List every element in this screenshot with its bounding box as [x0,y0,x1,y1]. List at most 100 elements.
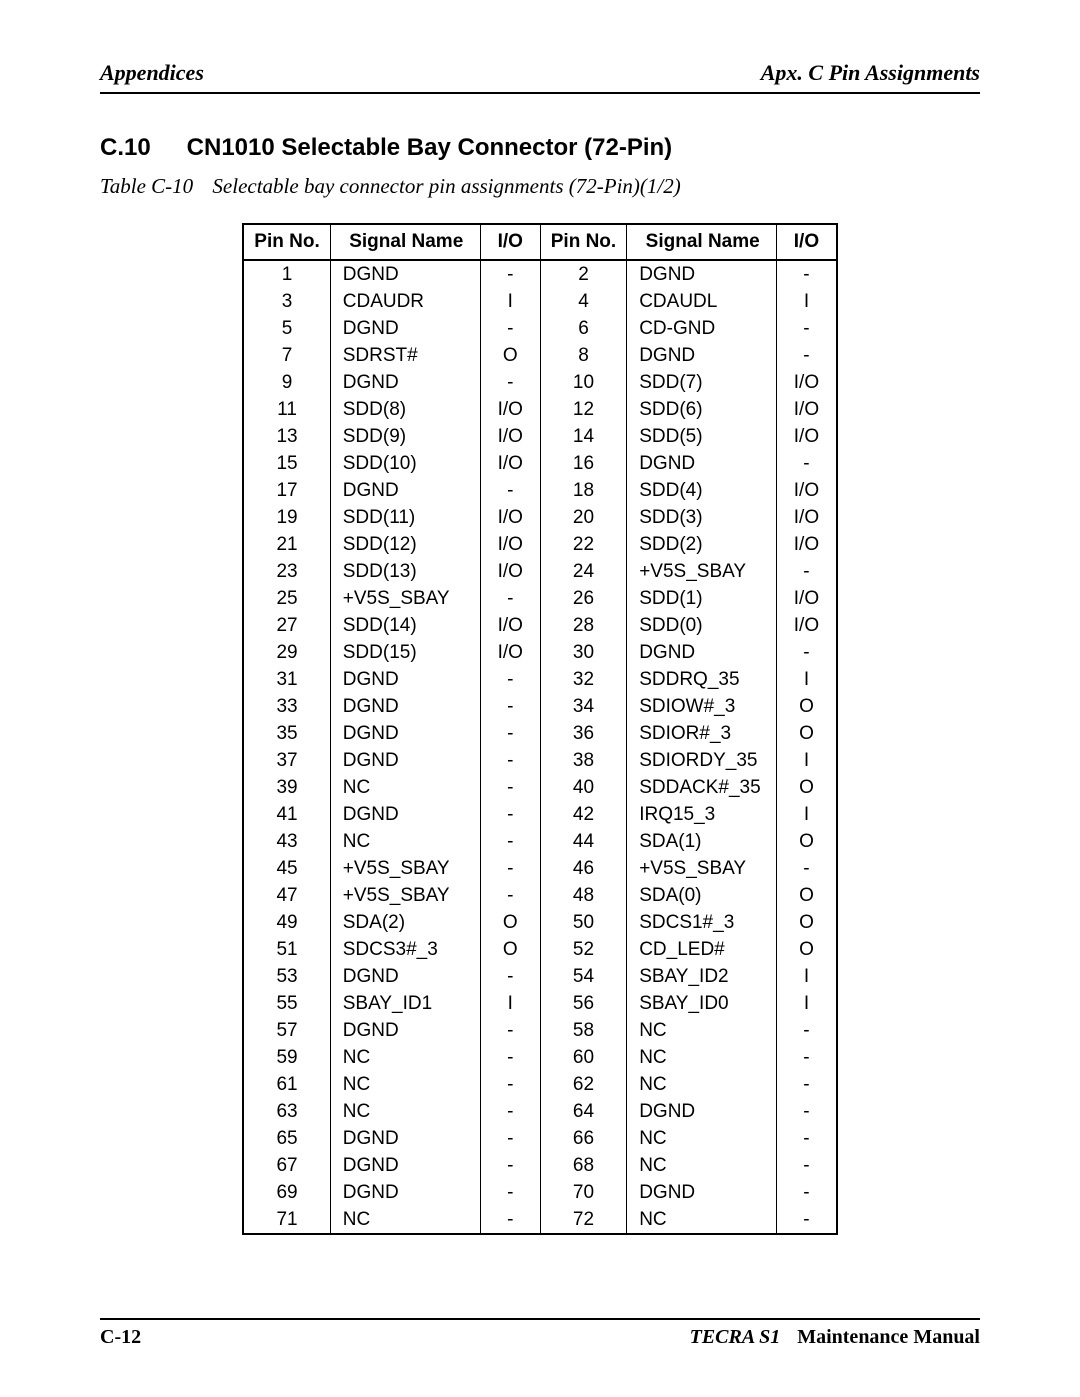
signal-cell: SDD(11) [330,504,480,531]
io-cell: - [777,855,837,882]
signal-cell: DGND [330,315,480,342]
io-cell: I/O [777,477,837,504]
signal-cell: CDAUDR [330,288,480,315]
pin-cell: 25 [243,585,330,612]
pin-cell: 37 [243,747,330,774]
signal-cell: DGND [330,666,480,693]
io-cell: - [480,1125,540,1152]
io-cell: I [480,288,540,315]
table-row: 69DGND-70DGND- [243,1179,836,1206]
pin-cell: 66 [540,1125,626,1152]
signal-cell: DGND [330,693,480,720]
pin-cell: 50 [540,909,626,936]
signal-cell: DGND [330,369,480,396]
signal-cell: DGND [627,1098,777,1125]
io-cell: I [777,747,837,774]
table-row: 21SDD(12)I/O22SDD(2)I/O [243,531,836,558]
io-cell: O [777,828,837,855]
io-cell: - [480,585,540,612]
signal-cell: SDDACK#_35 [627,774,777,801]
io-cell: - [480,1044,540,1071]
io-cell: - [480,666,540,693]
table-row: 5DGND-6CD-GND- [243,315,836,342]
pin-cell: 67 [243,1152,330,1179]
signal-cell: +V5S_SBAY [330,882,480,909]
column-header: Pin No. [540,224,626,260]
signal-cell: NC [627,1071,777,1098]
signal-cell: DGND [330,801,480,828]
signal-cell: SDCS3#_3 [330,936,480,963]
table-row: 61NC-62NC- [243,1071,836,1098]
pin-cell: 31 [243,666,330,693]
signal-cell: NC [330,1206,480,1234]
header-right: Apx. C Pin Assignments [761,60,980,86]
pin-cell: 26 [540,585,626,612]
signal-cell: NC [330,1071,480,1098]
column-header: Pin No. [243,224,330,260]
table-row: 11SDD(8)I/O12SDD(6)I/O [243,396,836,423]
pin-cell: 21 [243,531,330,558]
pin-cell: 47 [243,882,330,909]
table-row: 45+V5S_SBAY-46+V5S_SBAY- [243,855,836,882]
column-header: Signal Name [330,224,480,260]
signal-cell: DGND [330,963,480,990]
pin-cell: 60 [540,1044,626,1071]
signal-cell: DGND [330,260,480,288]
signal-cell: SDD(6) [627,396,777,423]
pin-cell: 54 [540,963,626,990]
signal-cell: SDD(7) [627,369,777,396]
table-row: 47+V5S_SBAY-48SDA(0)O [243,882,836,909]
io-cell: - [480,693,540,720]
table-row: 15SDD(10)I/O16DGND- [243,450,836,477]
io-cell: - [777,1125,837,1152]
signal-cell: SDD(15) [330,639,480,666]
table-caption: Table C-10 Selectable bay connector pin … [100,174,980,199]
signal-cell: SDD(13) [330,558,480,585]
io-cell: - [480,369,540,396]
pin-cell: 1 [243,260,330,288]
table-row: 53DGND-54SBAY_ID2I [243,963,836,990]
io-cell: O [480,936,540,963]
pin-cell: 14 [540,423,626,450]
io-cell: - [480,801,540,828]
pin-cell: 10 [540,369,626,396]
io-cell: O [777,774,837,801]
io-cell: - [777,260,837,288]
io-cell: O [777,936,837,963]
pin-cell: 19 [243,504,330,531]
pin-cell: 43 [243,828,330,855]
io-cell: I/O [777,585,837,612]
io-cell: - [480,1206,540,1234]
io-cell: - [480,855,540,882]
signal-cell: DGND [330,1125,480,1152]
footer-model: TECRA S1 [690,1326,781,1348]
io-cell: I/O [777,396,837,423]
pin-cell: 28 [540,612,626,639]
io-cell: I/O [777,423,837,450]
signal-cell: +V5S_SBAY [330,855,480,882]
signal-cell: DGND [627,260,777,288]
pin-cell: 69 [243,1179,330,1206]
signal-cell: CD-GND [627,315,777,342]
pin-cell: 7 [243,342,330,369]
pin-cell: 33 [243,693,330,720]
signal-cell: SDRST# [330,342,480,369]
signal-cell: SDD(9) [330,423,480,450]
pin-cell: 41 [243,801,330,828]
signal-cell: SDD(1) [627,585,777,612]
pin-cell: 34 [540,693,626,720]
table-row: 43NC-44SDA(1)O [243,828,836,855]
table-row: 7SDRST#O8DGND- [243,342,836,369]
table-row: 65DGND-66NC- [243,1125,836,1152]
pin-cell: 2 [540,260,626,288]
pin-cell: 65 [243,1125,330,1152]
signal-cell: SBAY_ID1 [330,990,480,1017]
pin-cell: 4 [540,288,626,315]
signal-cell: +V5S_SBAY [627,558,777,585]
io-cell: - [480,477,540,504]
pin-cell: 49 [243,909,330,936]
table-row: 51SDCS3#_3O52CD_LED#O [243,936,836,963]
io-cell: I/O [480,558,540,585]
table-row: 67DGND-68NC- [243,1152,836,1179]
pin-cell: 39 [243,774,330,801]
